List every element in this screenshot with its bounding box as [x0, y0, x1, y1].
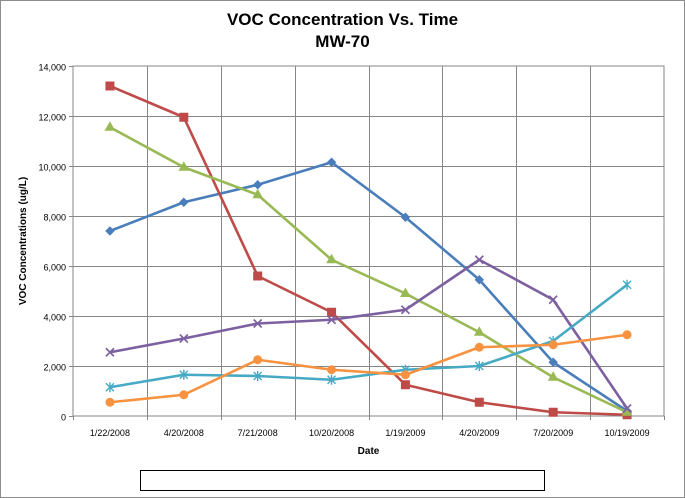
legend [140, 470, 545, 491]
data-point-ethene [105, 397, 115, 407]
data-point-ethane [327, 374, 337, 385]
x-tick-label: 7/20/2009 [533, 428, 573, 438]
data-point-ethane [622, 279, 632, 290]
data-point-pce [253, 271, 263, 281]
data-point-ethane [253, 371, 263, 381]
data-point-cis-1-2-dce [548, 357, 558, 367]
data-point-ethene [253, 355, 263, 365]
data-point-cis-1-2-dce [400, 212, 411, 222]
x-axis-title: Date [358, 446, 380, 457]
data-point-vinyl-chloride [179, 333, 189, 344]
data-point-pce [179, 112, 189, 122]
data-point-cis-1-2-dce [326, 157, 337, 167]
plot-area [72, 65, 665, 417]
series-tce [104, 121, 633, 416]
data-point-tce [473, 326, 485, 336]
data-point-vinyl-chloride [622, 403, 632, 414]
x-tick-label: 4/20/2009 [459, 428, 499, 438]
x-tick-label: 1/19/2009 [385, 428, 425, 438]
data-point-vinyl-chloride [400, 305, 411, 315]
x-tick-label: 4/20/2008 [164, 428, 204, 438]
series-line-ethene [109, 333, 628, 404]
data-point-tce [104, 121, 116, 131]
data-point-cis-1-2-dce [474, 275, 485, 285]
y-tick-label: 8,000 [43, 213, 66, 223]
x-tick-label: 1/22/2008 [90, 428, 130, 438]
y-tick-label: 14,000 [38, 63, 66, 73]
y-tick-label: 2,000 [43, 363, 66, 373]
data-point-ethane [105, 382, 115, 393]
data-point-cis-1-2-dce [179, 197, 189, 207]
y-axis-title: VOC Concentrations (ug/L) [18, 177, 29, 305]
data-point-ethene [548, 340, 558, 350]
data-point-pce [327, 307, 337, 317]
data-point-ethane [179, 369, 189, 380]
x-tick-label: 7/21/2008 [238, 428, 278, 438]
data-point-tce [326, 253, 337, 264]
data-point-pce [400, 380, 410, 390]
data-point-ethene [400, 370, 410, 380]
data-point-vinyl-chloride [474, 255, 484, 265]
data-point-tce [547, 371, 559, 381]
chart-title: VOC Concentration Vs. Time [226, 10, 459, 29]
y-tick-label: 12,000 [38, 113, 66, 123]
y-tick-label: 0 [61, 413, 66, 423]
chart-subtitle: MW-70 [315, 32, 370, 51]
data-point-pce [105, 81, 115, 91]
data-point-cis-1-2-dce [105, 226, 115, 236]
data-point-vinyl-chloride [105, 347, 115, 357]
data-point-tce [252, 188, 264, 199]
data-point-ethane [474, 361, 484, 371]
data-point-ethene [474, 342, 484, 352]
data-point-pce [474, 397, 484, 407]
y-tick-label: 6,000 [43, 263, 66, 273]
series-cis-1-2-dce [105, 157, 632, 416]
y-tick-label: 4,000 [43, 313, 66, 323]
data-point-ethene [327, 365, 337, 375]
series-line-pce [109, 84, 628, 417]
series-ethene [105, 330, 632, 407]
y-tick-label: 10,000 [38, 163, 66, 173]
series-line-cis-1-2-dce [109, 160, 628, 413]
series-line-tce [109, 126, 628, 414]
data-point-vinyl-chloride [326, 315, 337, 325]
data-point-tce [178, 161, 190, 171]
data-point-vinyl-chloride [253, 318, 263, 329]
data-point-ethene [622, 330, 632, 340]
x-tick-label: 10/19/2009 [605, 428, 650, 438]
data-point-pce [548, 407, 558, 417]
data-point-vinyl-chloride [548, 295, 558, 305]
data-point-ethene [179, 390, 189, 400]
x-tick-label: 10/20/2008 [309, 428, 354, 438]
data-point-tce [400, 287, 411, 297]
series-line-vinyl-chloride [109, 258, 629, 410]
series-vinyl-chloride [105, 255, 632, 414]
